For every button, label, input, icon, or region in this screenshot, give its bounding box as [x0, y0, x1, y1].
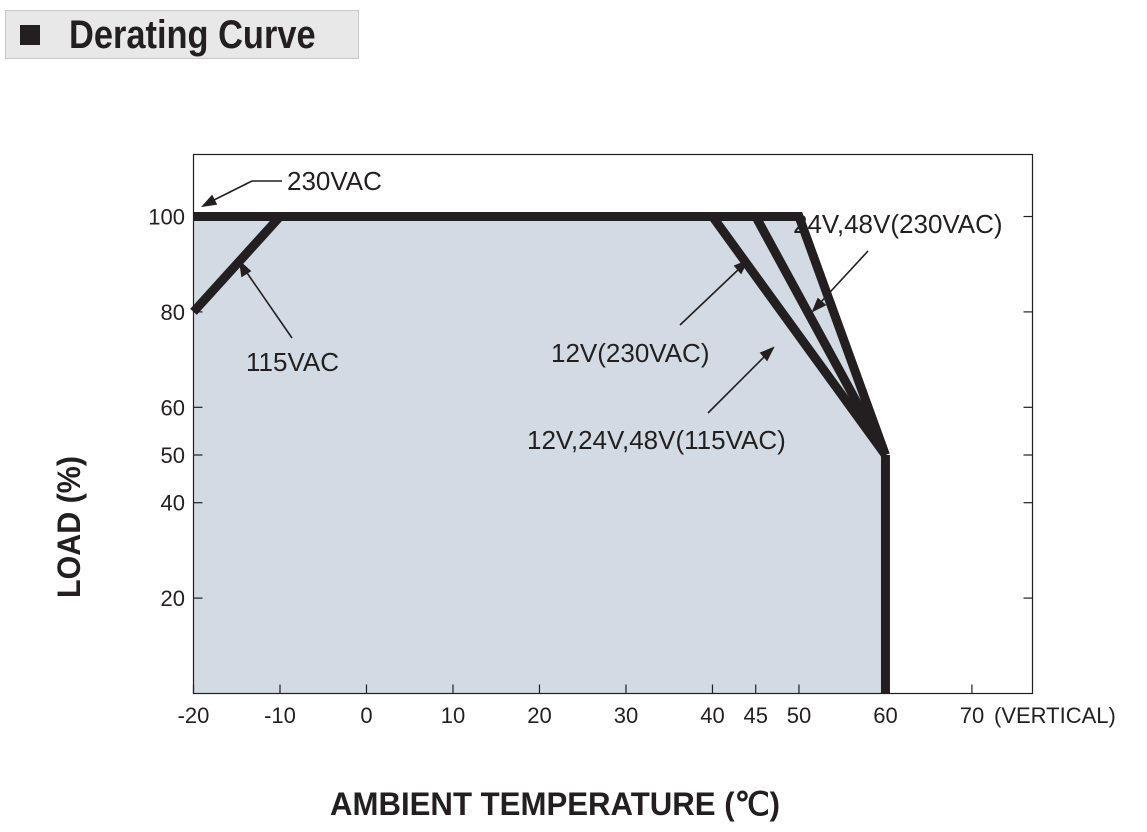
bullet-square-icon	[20, 25, 40, 45]
annotation-12v-24v-48v-115vac: 12V,24V,48V(115VAC)	[527, 425, 786, 455]
curve-series-4	[279, 212, 890, 458]
y-tick-label: 40	[161, 491, 185, 516]
y-tick-label: 100	[148, 205, 185, 230]
y-tick-label: 80	[161, 300, 185, 325]
x-tick-label: -20	[178, 703, 210, 728]
annotation-115vac: 115VAC	[246, 347, 339, 377]
leader-230vac-diag	[209, 180, 253, 203]
x-tick-label: 10	[441, 703, 465, 728]
leader-115vac	[244, 269, 293, 339]
y-tick-label: 50	[161, 443, 185, 468]
section-title-box: Derating Curve	[5, 10, 359, 59]
arrowhead-230vac	[200, 194, 218, 208]
leader-12v-230vac	[679, 267, 741, 326]
x-tick-label: 70	[960, 703, 984, 728]
x-axis-title: AMBIENT TEMPERATURE (℃)	[330, 786, 780, 822]
operating-area	[193, 216, 886, 694]
annotation-24v-48v-230vac: 24V,48V(230VAC)	[793, 209, 1003, 239]
arrowhead-12v-24v-48v-115vac	[759, 346, 775, 362]
x-tick-label: 50	[787, 703, 811, 728]
x-tick-label: -10	[264, 703, 296, 728]
y-tick-label: 20	[161, 586, 185, 611]
section-title: Derating Curve	[69, 13, 316, 57]
curve-series-1	[190, 213, 284, 315]
x-tick-label: 0	[360, 703, 372, 728]
x-tick-label: 30	[614, 703, 638, 728]
x-tick-label: 40	[700, 703, 724, 728]
leader-12v-24v-48v-115vac	[707, 354, 767, 414]
y-tick-label: 60	[161, 395, 185, 420]
arrowhead-12v-230vac	[733, 259, 749, 275]
plot-frame	[192, 153, 1034, 695]
arrowhead-24v-48v-230vac	[811, 297, 827, 313]
y-axis-title: LOAD (%)	[51, 456, 87, 598]
arrowhead-115vac	[238, 259, 252, 278]
x-tick-label: 60	[873, 703, 897, 728]
x-tick-label: 20	[527, 703, 551, 728]
x-tick-label: 45	[743, 703, 767, 728]
annotation-12v-230vac: 12V(230VAC)	[551, 338, 710, 368]
x-axis-suffix: (VERTICAL)	[994, 703, 1116, 728]
annotation-230vac: 230VAC	[287, 166, 382, 196]
leader-24v-48v-230vac	[819, 250, 869, 304]
